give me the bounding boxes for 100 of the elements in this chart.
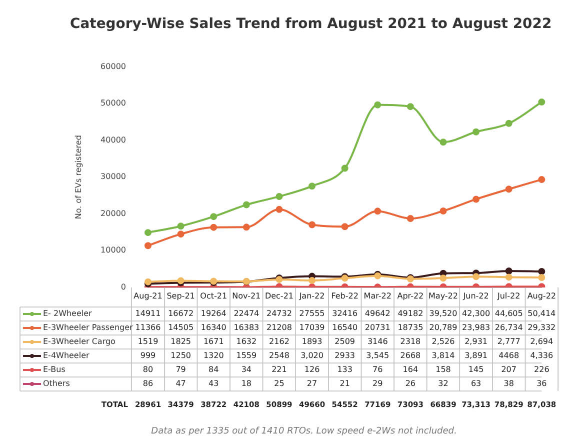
y-tick-label: 40000 <box>100 135 126 144</box>
data-label: 999 <box>140 351 156 360</box>
data-label: 16672 <box>168 309 194 318</box>
legend-label: E-3Wheeler Passenger <box>43 323 134 332</box>
x-tick-label: Aug-22 <box>527 291 556 300</box>
y-tick-label: 30000 <box>100 172 126 182</box>
data-label: 26 <box>405 379 416 388</box>
data-label: 21 <box>340 379 350 388</box>
data-label: 32 <box>438 379 448 388</box>
data-label: 86 <box>142 379 154 388</box>
x-tick-label: Jan-22 <box>298 291 325 300</box>
y-axis-title: No. of EVs registered <box>74 135 83 220</box>
data-label: 21208 <box>266 323 292 332</box>
data-label: 32416 <box>332 309 358 318</box>
data-label: 39,520 <box>429 309 458 318</box>
y-tick-label: 20000 <box>100 208 126 218</box>
data-label: 3,020 <box>300 351 324 360</box>
data-label: 27555 <box>299 309 325 318</box>
x-tick-label: Aug-21 <box>134 291 162 300</box>
data-label: 18735 <box>398 323 424 332</box>
data-label: 1559 <box>236 351 257 360</box>
data-label: 63 <box>470 379 482 388</box>
data-label: 1519 <box>138 337 158 346</box>
data-label: 1825 <box>170 337 191 346</box>
x-tick-label: Sep-21 <box>166 291 195 300</box>
data-label: 1632 <box>236 337 257 346</box>
data-label: 226 <box>534 365 550 374</box>
data-label: 38 <box>504 379 514 388</box>
data-label: 1320 <box>203 351 224 360</box>
x-tick-label: Jul-22 <box>496 291 520 300</box>
data-label: 2,931 <box>464 337 488 346</box>
data-label: 207 <box>501 365 516 374</box>
y-tick-label: 10000 <box>100 246 126 255</box>
data-label: 14505 <box>168 323 194 332</box>
data-label: 3,545 <box>366 351 390 360</box>
data-label: 50,414 <box>528 309 556 318</box>
legend-label: Others <box>43 379 70 388</box>
data-label: 26,734 <box>494 323 523 332</box>
data-label: 126 <box>304 365 320 374</box>
data-label: 221 <box>272 365 287 374</box>
data-label: 17039 <box>299 323 325 332</box>
data-label: 11366 <box>135 323 161 332</box>
data-label: 14911 <box>135 309 161 318</box>
x-tick-label: Mar-22 <box>364 291 392 300</box>
data-label: 44,605 <box>494 309 523 318</box>
data-label: 2,694 <box>530 337 554 346</box>
data-label: 164 <box>402 365 418 374</box>
data-label: 47 <box>176 379 186 388</box>
data-label: 2318 <box>400 337 421 346</box>
data-label: 16540 <box>332 323 358 332</box>
data-label: 145 <box>468 365 484 374</box>
legend-label: E- 2Wheeler <box>43 309 93 318</box>
data-label: 4,336 <box>530 351 554 360</box>
y-tick-label: 50000 <box>100 98 126 108</box>
x-tick-label: Nov-21 <box>232 291 261 300</box>
data-label: 43 <box>208 379 219 388</box>
data-label: 2933 <box>334 351 356 360</box>
data-label: 2548 <box>269 351 290 360</box>
y-tick-label: 0 <box>120 282 126 292</box>
data-label: 19264 <box>200 309 226 318</box>
text: Data as per 1335 out of 1410 RTOs. Low speed e-2Ws not included. <box>151 426 457 436</box>
x-tick-label: May-22 <box>428 291 458 300</box>
data-label: 27 <box>306 379 318 388</box>
data-label: 2162 <box>269 337 290 346</box>
data-label: 18 <box>241 379 252 388</box>
data-label: 133 <box>337 365 352 374</box>
x-tick-label: Jun-22 <box>462 291 489 300</box>
data-label: 84 <box>208 365 219 374</box>
data-label: 3146 <box>367 337 388 346</box>
y-tick-label: 60000 <box>100 62 126 71</box>
data-label: 20731 <box>364 323 390 332</box>
data-label: 158 <box>436 365 451 374</box>
data-label: 76 <box>372 365 383 374</box>
data-label: 79 <box>176 365 186 374</box>
data-label: 1893 <box>302 337 322 346</box>
data-label: 34 <box>241 365 252 374</box>
data-label: 49642 <box>364 309 390 318</box>
data-label: 20,789 <box>429 323 458 332</box>
x-tick-label: Dec-21 <box>264 291 294 300</box>
data-label: 22474 <box>234 309 260 318</box>
legend-label: E-3Wheeler Cargo <box>43 337 116 346</box>
data-label: 2509 <box>334 337 356 346</box>
data-label: 3,891 <box>464 351 488 360</box>
data-label: 29,332 <box>528 323 556 332</box>
data-label: 25 <box>274 379 284 388</box>
data-label: 24732 <box>266 309 292 318</box>
data-label: 4468 <box>498 351 520 360</box>
data-label: 1250 <box>170 351 191 360</box>
data-label: 1671 <box>203 337 224 346</box>
data-label: 3,814 <box>432 351 455 360</box>
chart-title: Category-Wise Sales Trend from August 2021 to August 2022 <box>70 16 552 32</box>
legend-label: E-Bus <box>43 365 66 374</box>
data-label: 16340 <box>200 323 226 332</box>
data-label: 16383 <box>234 323 260 332</box>
data-label: 80 <box>142 365 154 374</box>
data-label: 2668 <box>400 351 421 360</box>
data-label: 29 <box>372 379 383 388</box>
x-tick-label: Oct-21 <box>200 291 228 300</box>
legend-label: E-4Wheeler <box>43 351 90 360</box>
data-label: 49182 <box>398 309 424 318</box>
